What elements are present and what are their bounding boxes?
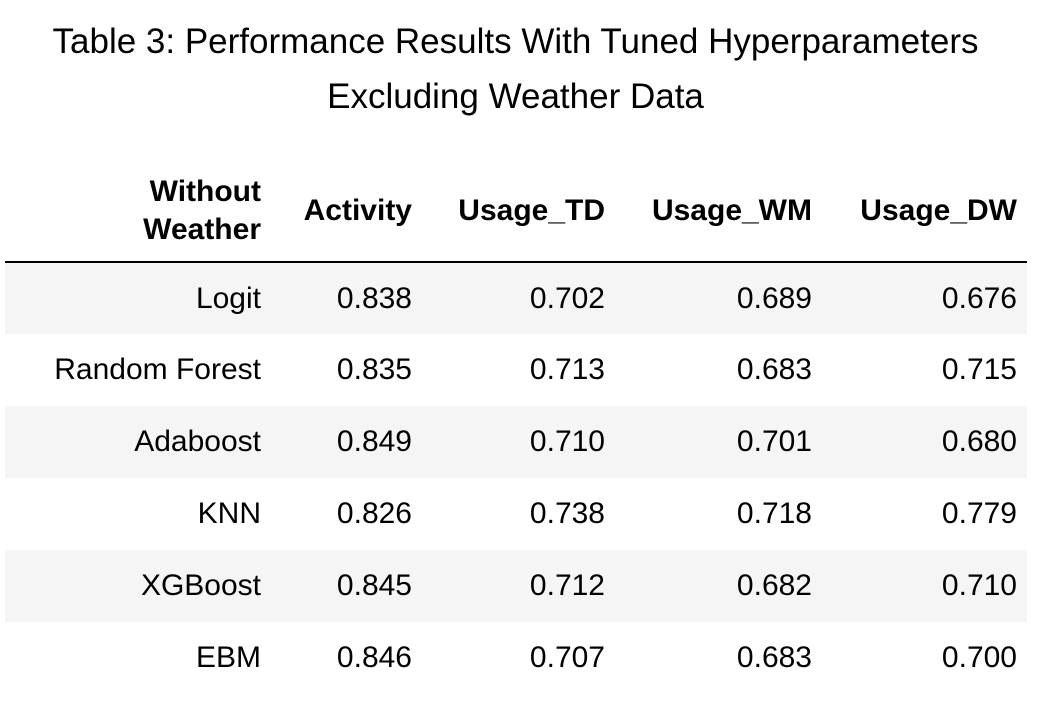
table-row: Adaboost 0.849 0.710 0.701 0.680 [5, 406, 1027, 478]
index-header-line-1: Without [149, 174, 261, 208]
row-label: Random Forest [54, 353, 261, 386]
table-row: XGBoost 0.845 0.712 0.682 0.710 [5, 550, 1027, 622]
column-header-usage-wm: Usage_WM [615, 160, 822, 263]
row-label: EBM [195, 641, 261, 674]
cell-usage-td: 0.738 [529, 497, 605, 530]
cell-activity: 0.845 [271, 550, 422, 622]
table-row: KNN 0.826 0.738 0.718 0.779 [5, 478, 1027, 550]
cell-usage-td: 0.707 [529, 641, 605, 674]
index-header: Without Weather [5, 160, 271, 263]
cell-usage-wm: 0.682 [615, 550, 822, 622]
row-label: Adaboost [5, 406, 271, 478]
row-label: XGBoost [5, 550, 271, 622]
table-row: Logit 0.838 0.702 0.689 0.676 [5, 262, 1027, 334]
caption-line-2: Excluding Weather Data [327, 77, 704, 116]
cell-usage-dw: 0.710 [822, 550, 1027, 622]
column-header-usage-dw: Usage_DW [822, 160, 1027, 263]
cell-usage-td: 0.710 [422, 406, 615, 478]
index-header-line-2: Weather [143, 212, 261, 246]
cell-usage-dw: 0.676 [822, 262, 1027, 334]
cell-usage-dw: 0.715 [941, 353, 1017, 386]
column-header-activity: Activity [271, 160, 422, 263]
cell-usage-dw: 0.680 [822, 406, 1027, 478]
cell-usage-dw: 0.779 [941, 497, 1017, 530]
caption-line-1: Table 3: Performance Results With Tuned … [52, 22, 979, 61]
cell-activity: 0.826 [336, 497, 412, 530]
cell-usage-td: 0.713 [529, 353, 605, 386]
header-row: Without Weather Activity Usage_TD Usage_… [5, 160, 1027, 263]
column-header-usage-td: Usage_TD [422, 160, 615, 263]
cell-usage-td: 0.712 [422, 550, 615, 622]
cell-usage-wm: 0.683 [736, 353, 812, 386]
cell-usage-wm: 0.683 [736, 641, 812, 674]
row-label: KNN [197, 497, 261, 530]
row-label: Logit [5, 262, 271, 334]
table-caption: Table 3: Performance Results With Tuned … [0, 14, 1031, 124]
cell-activity: 0.849 [271, 406, 422, 478]
results-table: Without Weather Activity Usage_TD Usage_… [5, 160, 1027, 694]
cell-activity: 0.835 [336, 353, 412, 386]
cell-usage-wm: 0.689 [615, 262, 822, 334]
cell-activity: 0.838 [271, 262, 422, 334]
table-row: Random Forest 0.835 0.713 0.683 0.715 [5, 334, 1027, 406]
cell-usage-wm: 0.718 [736, 497, 812, 530]
table-row: EBM 0.846 0.707 0.683 0.700 [5, 622, 1027, 694]
cell-activity: 0.846 [336, 641, 412, 674]
cell-usage-wm: 0.701 [615, 406, 822, 478]
cell-usage-td: 0.702 [422, 262, 615, 334]
cell-usage-dw: 0.700 [941, 641, 1017, 674]
